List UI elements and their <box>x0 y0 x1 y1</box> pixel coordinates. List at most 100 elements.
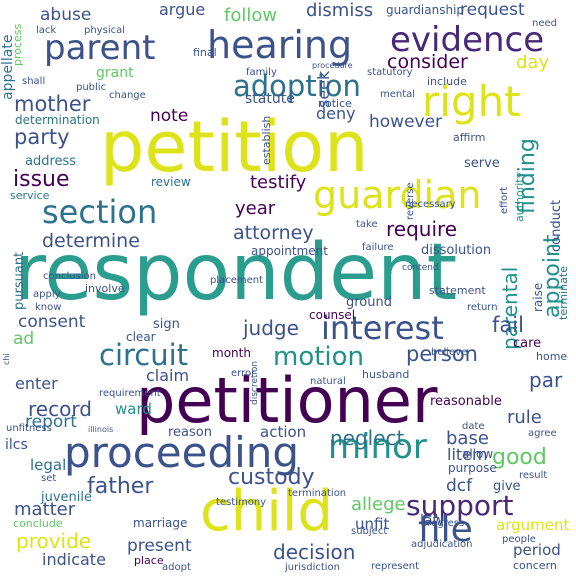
word: pursuant <box>12 251 27 310</box>
word: ilcs <box>5 437 28 453</box>
word: shall <box>22 76 46 87</box>
word: good <box>492 445 547 470</box>
word: affirm <box>453 131 486 144</box>
word: necessary <box>405 199 456 210</box>
word: note <box>150 106 189 126</box>
word: abuse <box>40 5 92 25</box>
word: agree <box>528 428 557 439</box>
word: family <box>246 67 277 78</box>
word: period <box>513 541 561 559</box>
word: conclusion <box>43 271 97 282</box>
word: petition <box>100 106 369 188</box>
word: support <box>406 489 514 522</box>
word: allege <box>351 494 406 515</box>
word: file <box>418 509 473 550</box>
word: legal <box>30 456 67 474</box>
word: error <box>231 368 256 379</box>
word: neglect <box>330 426 405 450</box>
word: interest <box>321 309 444 347</box>
word: place <box>134 554 164 567</box>
word: argue <box>159 0 206 19</box>
word: raise <box>531 282 545 312</box>
word: statement <box>429 284 486 297</box>
word: ad <box>13 329 35 349</box>
word: rule <box>507 407 542 428</box>
word: date <box>462 421 485 432</box>
word: mental <box>380 89 416 100</box>
word: litem <box>447 445 488 464</box>
word: change <box>109 90 146 101</box>
word: party <box>14 125 70 149</box>
word: statutory <box>367 67 413 78</box>
word: natural <box>310 376 346 387</box>
word: deny <box>316 104 356 123</box>
word: lack <box>36 25 57 36</box>
word: effort <box>499 186 510 214</box>
word: placement <box>210 275 264 286</box>
word: review <box>151 175 191 189</box>
word: contend <box>402 263 439 273</box>
word: include <box>427 75 467 88</box>
word: chi <box>2 353 11 365</box>
word: claim <box>146 366 190 385</box>
word: consent <box>18 312 86 332</box>
word: termination <box>288 488 347 499</box>
word: parent <box>44 28 156 68</box>
word: appointment <box>251 244 328 258</box>
word: hearing <box>207 23 353 67</box>
word: service <box>10 189 50 202</box>
word: procedure <box>312 61 353 70</box>
word: enter <box>15 374 58 393</box>
word: concern <box>513 559 557 572</box>
word: conduct <box>549 199 564 252</box>
word: respondent <box>14 228 458 318</box>
word: care <box>513 336 542 351</box>
word: juvenile <box>41 490 93 505</box>
word: circuit <box>99 338 189 372</box>
word: notice <box>318 97 352 110</box>
word: requirement <box>99 388 161 399</box>
word: attorney <box>233 222 314 244</box>
word: illinois <box>88 425 114 434</box>
word: judge <box>243 316 299 340</box>
word: testimony <box>216 497 267 508</box>
word: require <box>386 217 458 241</box>
word: physical <box>84 25 125 36</box>
word: request <box>460 0 525 20</box>
word: home <box>536 350 568 363</box>
word: action <box>260 423 307 441</box>
word: adopt <box>162 562 191 573</box>
word: process <box>11 23 24 66</box>
word: motion <box>273 342 365 372</box>
word: address <box>25 154 77 169</box>
word: represent <box>371 561 420 572</box>
word: ward <box>115 400 152 418</box>
word: determine <box>42 230 140 252</box>
word: adoption <box>233 69 361 103</box>
word: matter <box>14 499 76 520</box>
word: grant <box>96 65 134 81</box>
word: terminate <box>557 266 570 320</box>
word: unfit <box>355 515 390 533</box>
word: petitioner <box>136 364 438 437</box>
word: follow <box>224 5 278 26</box>
word: child <box>200 479 333 544</box>
word: decision <box>273 540 356 564</box>
word: guardian <box>313 173 482 217</box>
word: set <box>41 473 57 484</box>
word: know <box>35 302 62 313</box>
word: reasonable <box>430 394 502 409</box>
word: provide <box>16 529 92 553</box>
word: sign <box>153 317 180 332</box>
word: statute <box>245 91 295 107</box>
word: evidence <box>390 20 545 60</box>
word: clear <box>126 330 156 344</box>
word: marriage <box>133 516 188 530</box>
word: father <box>87 474 154 499</box>
word: conclude <box>13 517 63 530</box>
word: law <box>420 513 444 529</box>
word: jurisdiction <box>285 562 340 573</box>
word: determination <box>15 113 100 127</box>
word: issue <box>13 167 70 192</box>
